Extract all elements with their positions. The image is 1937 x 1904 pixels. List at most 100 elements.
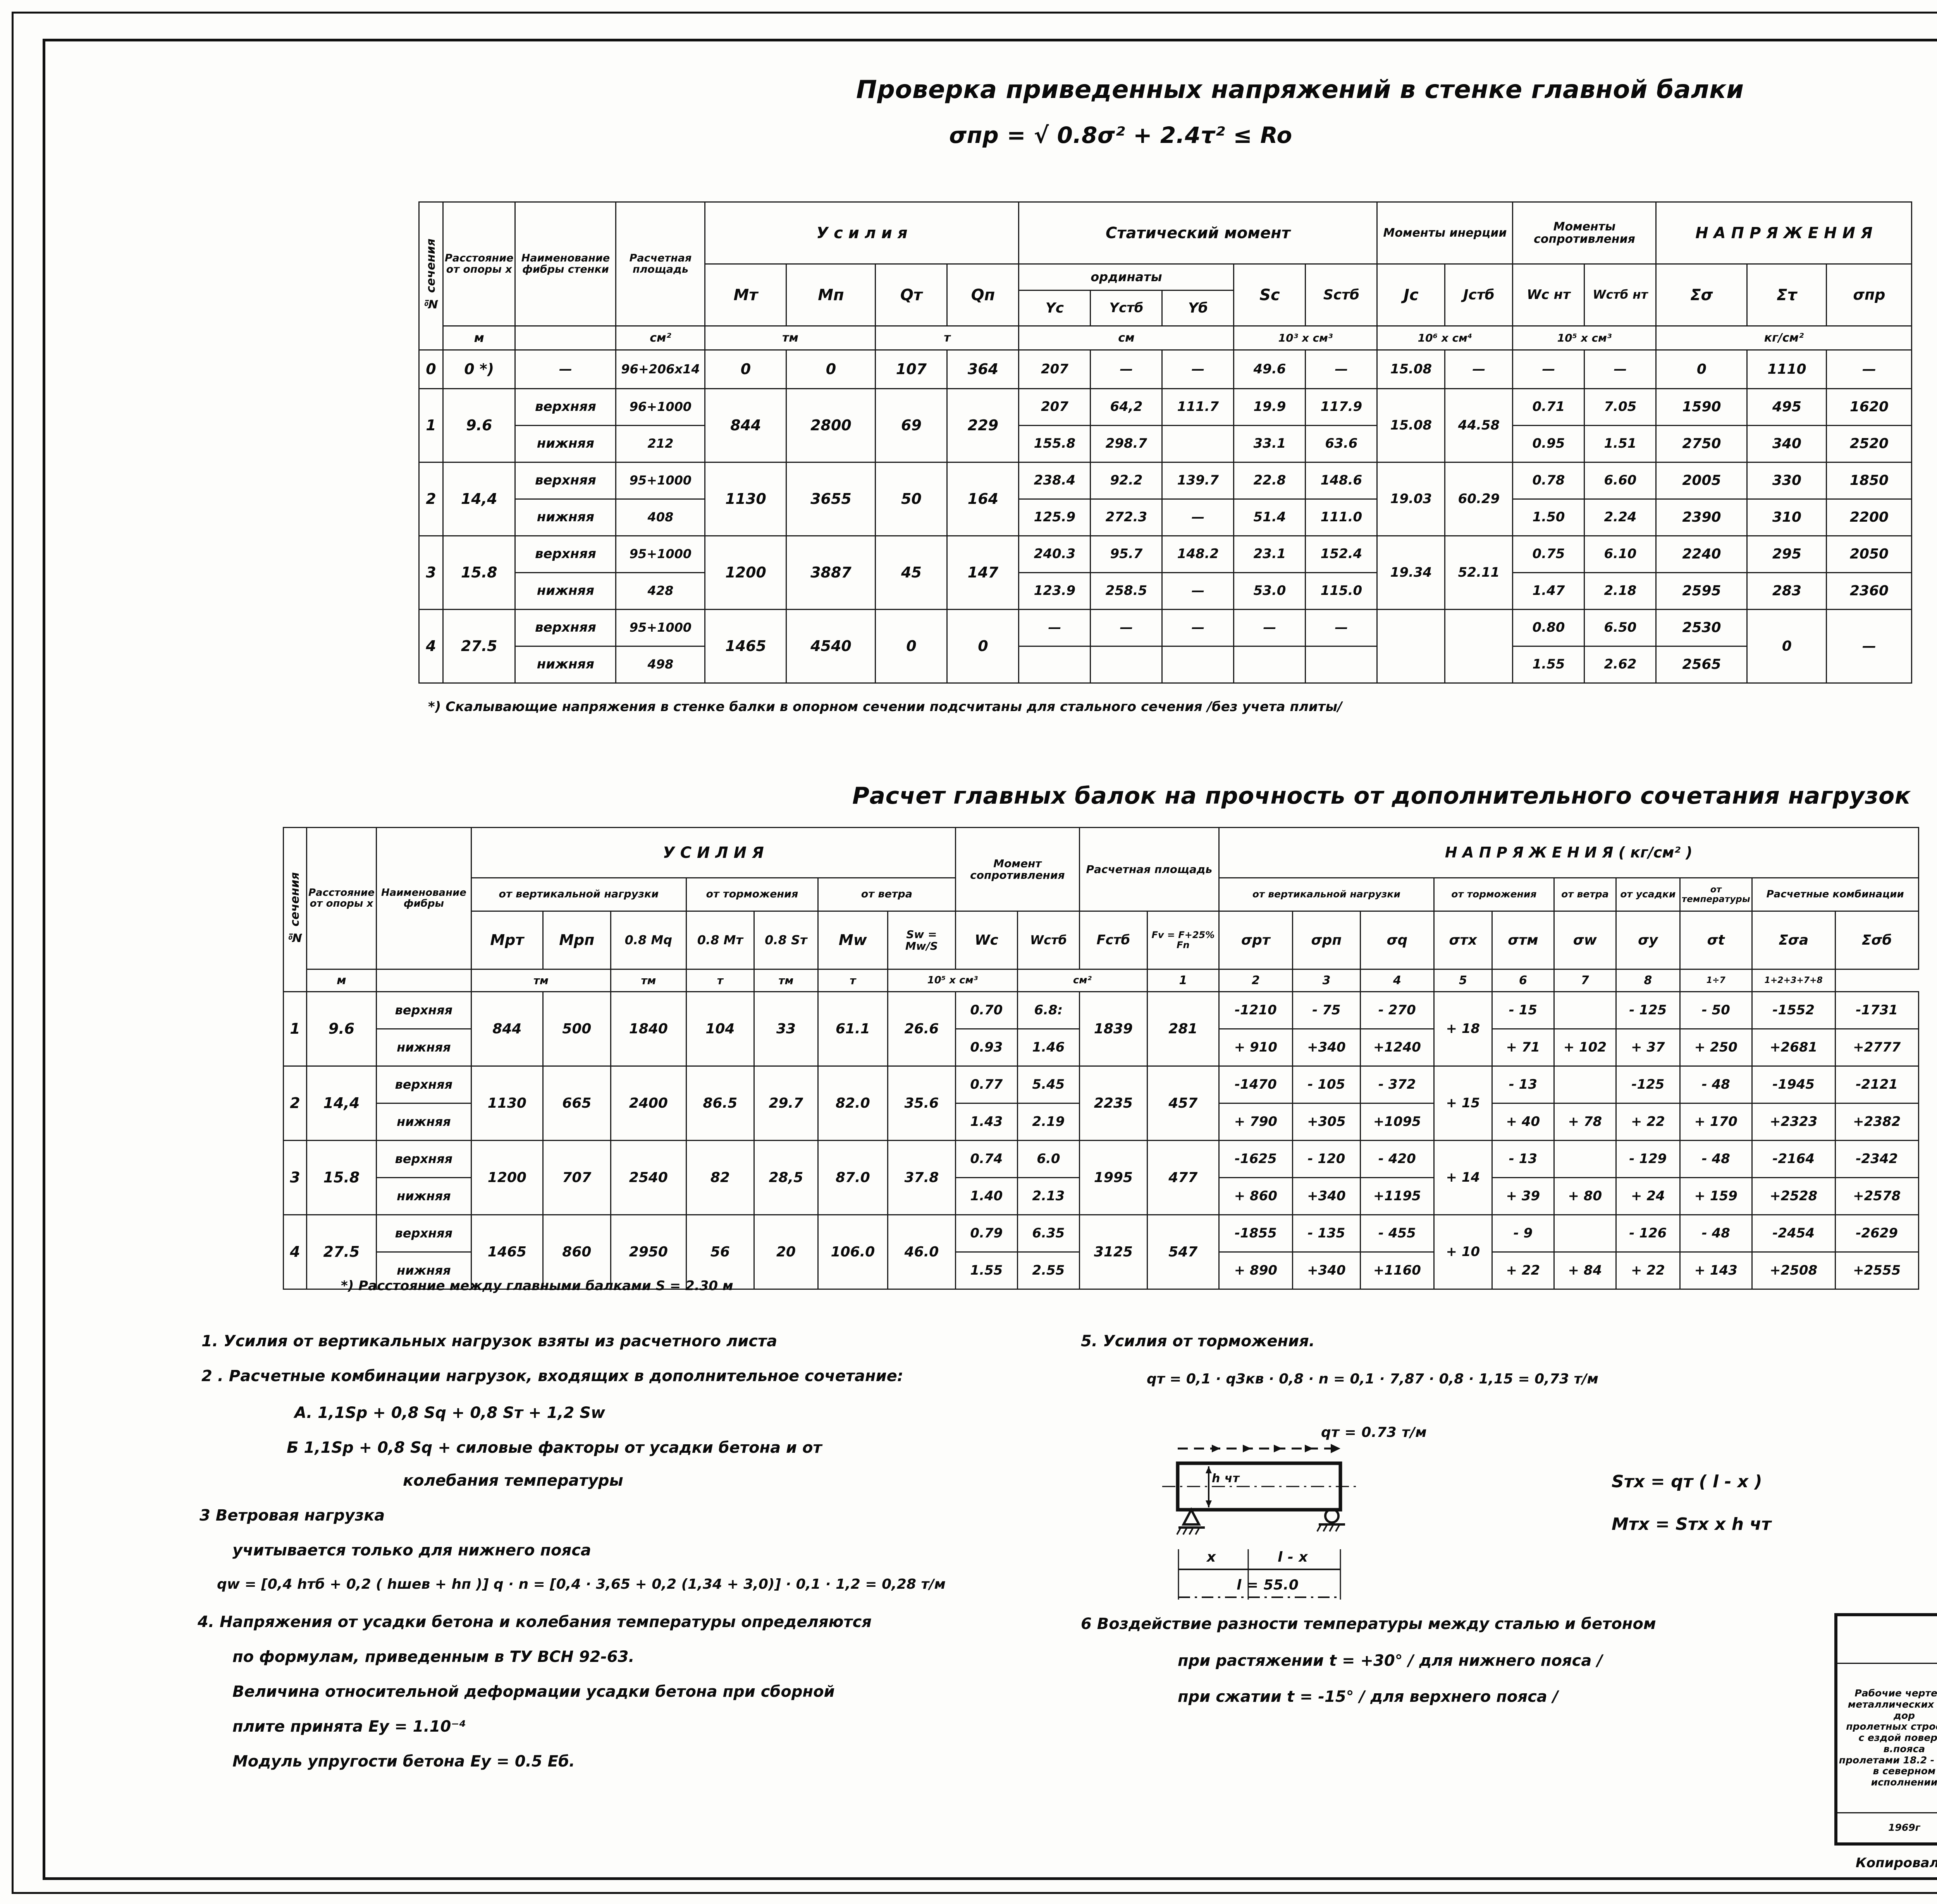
td-jc: 15.08 (1376, 349, 1446, 389)
th2-unit-tm1: тм (470, 969, 611, 992)
td-yc (1018, 646, 1091, 684)
td-mt: 844 (704, 388, 787, 463)
th-sum-tau: Στ (1746, 263, 1827, 326)
td-sigma-pr: 2200 (1826, 498, 1913, 536)
td2-sg-y: + 250 (1679, 1028, 1753, 1067)
td2-sg-pp: +340 (1292, 1177, 1361, 1215)
td-wctbnt: 7.05 (1584, 388, 1657, 426)
td-sc (1233, 646, 1306, 684)
td2-section: 3 (283, 1140, 307, 1215)
td2-fctb: 2235 (1079, 1065, 1148, 1141)
th2-stress: Н А П Р Я Ж Е Н И Я ( кг/см² ) (1218, 827, 1919, 878)
td2-sum-a: +2508 (1751, 1251, 1836, 1290)
th-unit-stress: кг/см² (1655, 325, 1913, 351)
t2-data-row: нижняя 1.43 2.19 + 790 +305 +1095 + 40 + 78 + 22… (284, 1103, 1919, 1141)
td2-08st: 28,5 (753, 1140, 819, 1215)
th2-from-brake: от торможения (685, 877, 819, 912)
td-wcnt: 0.95 (1512, 425, 1585, 463)
th-distance: Расстояние от опоры x (442, 201, 516, 326)
th-yctb: Yстб (1090, 290, 1163, 326)
td2-sum-a: -1552 (1751, 991, 1836, 1029)
t2-data-row: нижняя 1.55 2.55 + 890 +340 +1160 + 22 + 84 + 22… (284, 1251, 1919, 1290)
doc-desc-1: Рабочие чертежи (1854, 1687, 1937, 1699)
note-3a: учитывается только для нижнего пояса (232, 1541, 591, 1559)
td-qt: 45 (875, 535, 948, 610)
td-yc: — (1018, 609, 1091, 647)
td2-sg-q: +1160 (1359, 1251, 1435, 1290)
table1-footnote: *) Скалывающие напряжения в стенке балки… (428, 699, 1342, 715)
td-sigma-pr: — (1826, 609, 1913, 684)
th2-unit-tm3: тм (753, 969, 819, 992)
td-area: 408 (615, 498, 706, 536)
td-qt: 0 (875, 609, 948, 684)
td-yb: 139.7 (1161, 462, 1235, 500)
th2-colnum-5: 5 (1433, 969, 1493, 992)
td2-fiber: нижняя (375, 1103, 472, 1141)
td-qt: 69 (875, 388, 948, 463)
th2-unit-w: 10⁵ х см³ (887, 969, 1018, 992)
th2-wctb: Wстб (1017, 911, 1080, 970)
td-section: 1 (418, 388, 444, 463)
td-sum-sigma: 2005 (1655, 462, 1748, 500)
td-sctb: — (1305, 609, 1378, 647)
td2-mpt: 844 (470, 991, 544, 1067)
th2-08st: 0.8 Sт (753, 911, 819, 970)
note-3b-formula: qw = [0,4 hтб + 0,2 ( hшев + hп )] q · n… (217, 1576, 946, 1592)
td2-sg-y: - 48 (1679, 1140, 1753, 1178)
td-yctb: 298.7 (1090, 425, 1163, 463)
note-2: 2 . Расчетные комбинации нагрузок, входя… (201, 1367, 903, 1385)
td-yctb: 258.5 (1090, 572, 1163, 610)
td-area: 96+1000 (615, 388, 706, 426)
td2-wc: 0.77 (955, 1065, 1018, 1104)
td-qp: 0 (946, 609, 1020, 684)
t1-data-row: нижняя 212 155.8 298.7 33.1 63.6 0.95 1.51 2750 3… (419, 425, 1913, 463)
td-mp: 2800 (786, 388, 876, 463)
th2-08mt: 0.8 Мт (685, 911, 755, 970)
td2-sg-q: - 270 (1359, 991, 1435, 1029)
th2-colnum-10: 1+2+3+7+8 (1751, 969, 1836, 992)
sheet-inner-border (43, 39, 1937, 1880)
note-6a: при растяжении t = +30° / для нижнего по… (1178, 1652, 1603, 1670)
td-area: 96+206х14 (615, 349, 706, 389)
td2-sg-y: + 143 (1679, 1251, 1753, 1290)
td2-08st: 20 (753, 1214, 819, 1290)
td-yb: — (1161, 498, 1235, 536)
figure-dim-x: x (1207, 1549, 1216, 1565)
td-yb (1161, 425, 1235, 463)
td2-sg-tm: - 15 (1491, 991, 1555, 1029)
td2-sg-tm: + 40 (1491, 1103, 1555, 1141)
note-3: 3 Ветровая нагрузка (200, 1507, 385, 1524)
td2-sg-pp: - 135 (1292, 1214, 1361, 1253)
td2-sg-t: + 80 (1553, 1177, 1617, 1215)
title-block-org: Министерство транспортного строительства… (1836, 1615, 1937, 1664)
note-5: 5. Усилия от торможения. (1081, 1332, 1315, 1350)
td2-sum-a: -2454 (1751, 1214, 1836, 1253)
th2-st-vert: от вертикальной нагрузки (1218, 877, 1435, 912)
td-sc: 23.1 (1233, 535, 1306, 573)
t1-data-row: 4 27.5 верхняя 95+1000 1465 4540 0 0— — — — —0.80 6.… (418, 609, 1913, 684)
td2-fiber: нижняя (375, 1028, 472, 1067)
td-area: 95+1000 (615, 535, 706, 573)
td2-fiber: нижняя (375, 1177, 472, 1215)
th2-mw: Мw (817, 911, 888, 970)
td-sigma-pr: 2520 (1826, 425, 1913, 463)
td2-sg-t: + 102 (1553, 1028, 1617, 1067)
th2-sw: Sw = Mw/S (887, 911, 956, 970)
td-sctb: 152.4 (1305, 535, 1378, 573)
td-sum-tau: 283 (1746, 572, 1827, 610)
td2-sg-q: - 372 (1359, 1065, 1435, 1104)
td2-mpp: 500 (542, 991, 611, 1067)
t2-header-row-3: Мрт Мрп 0.8 Мq 0.8 Мт 0.8 Sт Мw Sw = Mw/S Wc Wст… (284, 911, 1919, 970)
td2-sg-pt: + 790 (1218, 1103, 1293, 1141)
td2-wc: 0.74 (955, 1140, 1018, 1178)
td-wcnt: 0.71 (1512, 388, 1585, 426)
td2-sum-b: +2555 (1834, 1251, 1919, 1290)
th2-colnum-1: 1 (1146, 969, 1220, 992)
td2-sum-a: +2528 (1751, 1177, 1836, 1215)
note-1: 1. Усилия от вертикальных нагрузок взяты… (201, 1332, 778, 1350)
td2-sg-w: + 37 (1615, 1028, 1681, 1067)
th-fiber: Наименование фибры стенки (514, 201, 617, 326)
th2-mpp: Мрп (542, 911, 611, 970)
td2-fiber: верхняя (375, 991, 472, 1029)
td2-fv: 547 (1146, 1214, 1220, 1290)
